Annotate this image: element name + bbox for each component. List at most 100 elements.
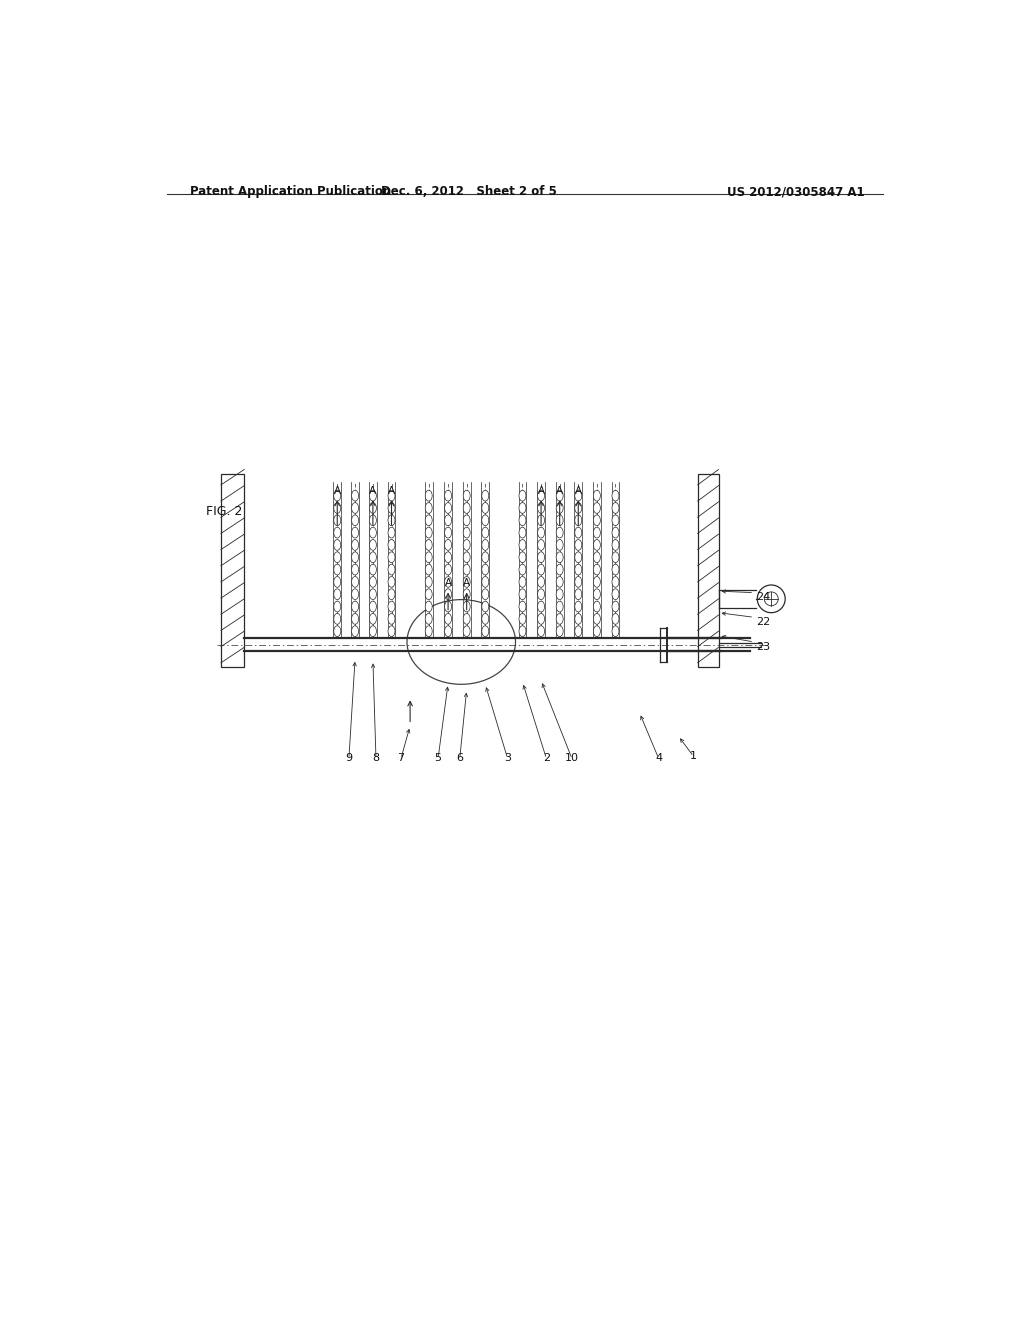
Ellipse shape	[593, 564, 600, 576]
Ellipse shape	[334, 564, 341, 576]
Ellipse shape	[574, 601, 582, 612]
Ellipse shape	[370, 589, 377, 599]
Ellipse shape	[444, 515, 452, 525]
Ellipse shape	[538, 527, 545, 539]
Circle shape	[758, 585, 785, 612]
Ellipse shape	[612, 589, 618, 599]
Text: A: A	[463, 578, 470, 587]
Ellipse shape	[388, 503, 395, 513]
Ellipse shape	[444, 564, 452, 576]
Text: FIG. 2: FIG. 2	[206, 506, 242, 517]
Ellipse shape	[556, 552, 563, 562]
Ellipse shape	[351, 589, 358, 599]
Ellipse shape	[538, 626, 545, 636]
Text: 1: 1	[690, 751, 697, 760]
Text: A: A	[538, 486, 545, 495]
Ellipse shape	[593, 490, 600, 502]
Ellipse shape	[556, 564, 563, 576]
Text: 7: 7	[397, 752, 404, 763]
Ellipse shape	[556, 577, 563, 587]
Ellipse shape	[463, 503, 470, 513]
Text: 5: 5	[434, 752, 441, 763]
Ellipse shape	[425, 577, 432, 587]
Ellipse shape	[538, 503, 545, 513]
Ellipse shape	[574, 503, 582, 513]
Ellipse shape	[538, 564, 545, 576]
Ellipse shape	[593, 515, 600, 525]
Ellipse shape	[425, 564, 432, 576]
Ellipse shape	[574, 589, 582, 599]
Ellipse shape	[425, 540, 432, 550]
Ellipse shape	[444, 490, 452, 502]
Ellipse shape	[519, 589, 526, 599]
Ellipse shape	[370, 540, 377, 550]
Ellipse shape	[425, 552, 432, 562]
Text: 9: 9	[345, 752, 352, 763]
Ellipse shape	[370, 515, 377, 525]
Ellipse shape	[574, 552, 582, 562]
Ellipse shape	[351, 527, 358, 539]
Text: US 2012/0305847 A1: US 2012/0305847 A1	[727, 185, 864, 198]
Ellipse shape	[370, 577, 377, 587]
Ellipse shape	[388, 527, 395, 539]
Ellipse shape	[444, 577, 452, 587]
Ellipse shape	[519, 527, 526, 539]
Ellipse shape	[463, 564, 470, 576]
Text: 2: 2	[543, 752, 550, 763]
Ellipse shape	[351, 626, 358, 636]
Ellipse shape	[388, 552, 395, 562]
Ellipse shape	[574, 614, 582, 624]
Ellipse shape	[538, 540, 545, 550]
Ellipse shape	[612, 503, 618, 513]
Ellipse shape	[444, 601, 452, 612]
Ellipse shape	[351, 503, 358, 513]
Ellipse shape	[444, 527, 452, 539]
Ellipse shape	[612, 540, 618, 550]
Text: A: A	[444, 578, 452, 587]
Ellipse shape	[334, 503, 341, 513]
Ellipse shape	[612, 515, 618, 525]
Ellipse shape	[334, 601, 341, 612]
Ellipse shape	[444, 626, 452, 636]
Ellipse shape	[388, 577, 395, 587]
Ellipse shape	[481, 564, 488, 576]
Ellipse shape	[519, 540, 526, 550]
Ellipse shape	[556, 503, 563, 513]
Ellipse shape	[593, 552, 600, 562]
Ellipse shape	[425, 626, 432, 636]
Ellipse shape	[574, 564, 582, 576]
Text: 8: 8	[373, 752, 380, 763]
Ellipse shape	[425, 515, 432, 525]
Ellipse shape	[463, 527, 470, 539]
Text: A: A	[388, 486, 395, 495]
Text: 3: 3	[504, 752, 511, 763]
Text: 6: 6	[457, 752, 463, 763]
Ellipse shape	[612, 564, 618, 576]
Ellipse shape	[556, 626, 563, 636]
Ellipse shape	[574, 626, 582, 636]
Ellipse shape	[334, 490, 341, 502]
Ellipse shape	[481, 601, 488, 612]
Ellipse shape	[334, 577, 341, 587]
Ellipse shape	[593, 614, 600, 624]
Ellipse shape	[556, 589, 563, 599]
Ellipse shape	[425, 527, 432, 539]
Ellipse shape	[574, 515, 582, 525]
Ellipse shape	[556, 540, 563, 550]
Ellipse shape	[556, 490, 563, 502]
Ellipse shape	[612, 527, 618, 539]
Ellipse shape	[370, 527, 377, 539]
Ellipse shape	[593, 577, 600, 587]
Text: A: A	[334, 486, 341, 495]
Ellipse shape	[388, 564, 395, 576]
Ellipse shape	[370, 552, 377, 562]
Bar	[697, 474, 719, 667]
Ellipse shape	[481, 626, 488, 636]
Ellipse shape	[593, 503, 600, 513]
Ellipse shape	[388, 601, 395, 612]
Ellipse shape	[538, 577, 545, 587]
Bar	[221, 474, 245, 667]
Ellipse shape	[425, 490, 432, 502]
Ellipse shape	[425, 601, 432, 612]
Ellipse shape	[388, 515, 395, 525]
